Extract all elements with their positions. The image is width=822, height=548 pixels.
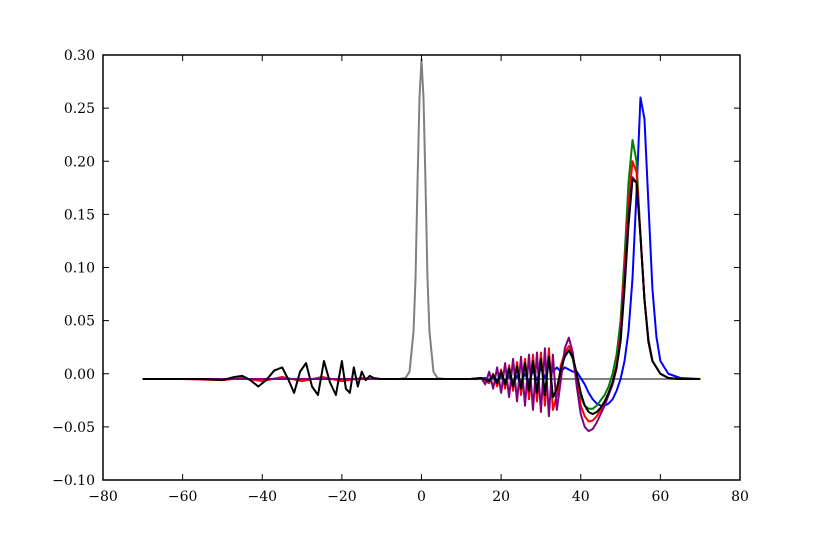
y-tick-label: 0.30 [64, 48, 95, 64]
x-tick-label: 20 [492, 489, 510, 505]
series-line-5 [142, 178, 701, 416]
y-tick-label: −0.05 [52, 420, 95, 436]
series-line-0 [142, 58, 701, 381]
y-tick-label: −0.10 [52, 473, 95, 489]
series-line-3 [142, 160, 701, 423]
x-tick-label: 0 [417, 489, 426, 505]
x-tick-label: 40 [572, 489, 590, 505]
y-axis: −0.10 −0.05 0.00 0.05 0.10 0.15 0.20 0.25 0.30 [52, 48, 740, 489]
x-tick-label: −40 [247, 489, 277, 505]
x-tick-label: −60 [168, 489, 198, 505]
y-tick-label: 0.20 [64, 154, 95, 170]
x-tick-label: 60 [651, 489, 669, 505]
series-layer [142, 58, 701, 433]
y-tick-label: 0.00 [64, 367, 95, 383]
y-tick-label: 0.05 [64, 314, 95, 330]
y-tick-label: 0.10 [64, 261, 95, 277]
x-tick-label: −80 [88, 489, 118, 505]
x-axis: −80 −60 −40 −20 0 20 40 60 80 [88, 55, 749, 505]
x-tick-label: 80 [731, 489, 749, 505]
y-tick-label: 0.15 [64, 207, 95, 223]
x-tick-label: −20 [327, 489, 357, 505]
y-tick-label: 0.25 [64, 101, 95, 117]
